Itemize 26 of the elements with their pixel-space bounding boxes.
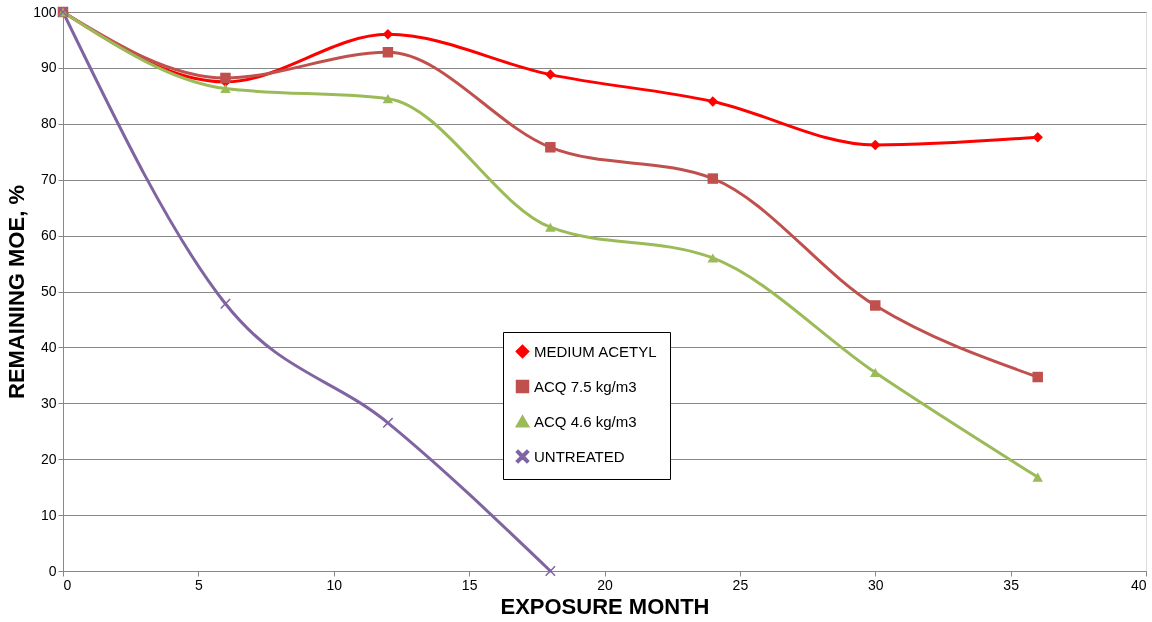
- x-tick-label: 5: [194, 576, 203, 593]
- y-tick-label: 0: [48, 562, 57, 579]
- y-tick-label: 90: [40, 59, 57, 76]
- y-tick-label: 40: [40, 338, 57, 355]
- legend-label: UNTREATED: [534, 447, 625, 465]
- x-tick-label: 40: [1130, 576, 1147, 593]
- x-axis-title: EXPOSURE MONTH: [500, 593, 710, 619]
- x-tick-label: 30: [867, 576, 884, 593]
- y-tick-label: 70: [40, 171, 57, 188]
- legend-label: ACQ 7.5 kg/m3: [534, 377, 637, 395]
- y-tick-label: 20: [40, 450, 57, 467]
- x-tick-label: 25: [732, 576, 749, 593]
- y-tick-label: 30: [40, 394, 57, 411]
- y-tick-label: 10: [40, 506, 57, 523]
- x-tick-label: 15: [461, 576, 478, 593]
- y-tick-label: 100: [33, 3, 57, 20]
- x-tick-label: 20: [597, 576, 613, 593]
- y-tick-label: 80: [40, 115, 57, 132]
- legend-label: ACQ 4.6 kg/m3: [534, 412, 637, 430]
- y-tick-label: 60: [40, 227, 57, 244]
- x-tick-label: 10: [326, 576, 343, 593]
- x-tick-label: 35: [1003, 576, 1020, 593]
- x-tick-label: 0: [63, 576, 72, 593]
- legend-label: MEDIUM ACETYL: [534, 342, 657, 360]
- y-axis-title: REMAINING MOE, %: [4, 185, 30, 399]
- y-tick-label: 50: [40, 283, 57, 299]
